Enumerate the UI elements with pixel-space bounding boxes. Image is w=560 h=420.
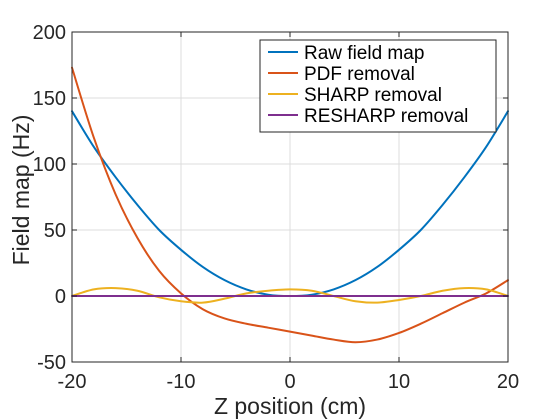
x-tick-label: 10 (388, 371, 410, 393)
y-tick-label: -50 (37, 352, 66, 374)
legend-label-sharp-removal: SHARP removal (304, 85, 442, 106)
y-axis-label: Field map (Hz) (8, 115, 34, 266)
y-tick-label: 150 (33, 88, 66, 110)
x-tick-label: -20 (58, 371, 87, 393)
y-tick-label: 50 (44, 220, 66, 242)
legend-label-pdf-removal: PDF removal (304, 64, 415, 85)
series-layer (71, 66, 509, 344)
ticks-layer: -20 -10 0 10 20 -50 0 50 100 150 200 (33, 22, 520, 393)
y-tick-label: 200 (33, 22, 66, 44)
legend-box (259, 39, 497, 133)
x-tick-label: 20 (497, 371, 519, 393)
y-tick-label: 100 (33, 154, 66, 176)
series-line-sharp-removal (71, 287, 509, 304)
legend-label-resharp-removal: RESHARP removal (304, 106, 468, 127)
y-tick-label: 0 (55, 286, 66, 308)
x-tick-label: -10 (167, 371, 196, 393)
legend-label-raw-field-map: Raw field map (304, 43, 424, 64)
x-tick-label: 0 (284, 371, 295, 393)
x-axis-label: Z position (cm) (214, 393, 366, 419)
series-line-pdf-removal (71, 66, 509, 344)
